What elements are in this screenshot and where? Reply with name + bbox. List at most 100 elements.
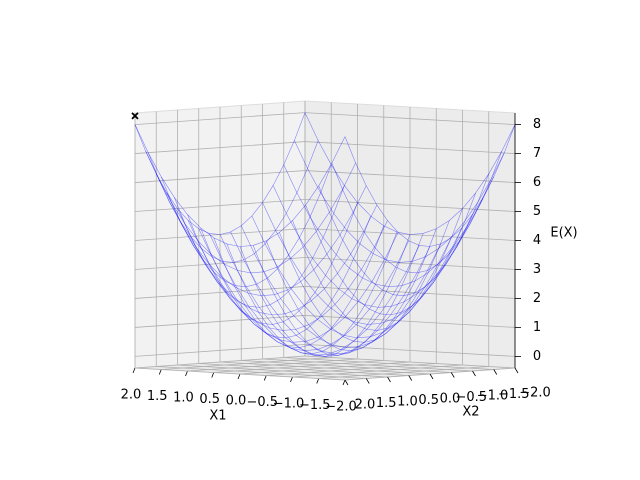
tick-mark [493,369,498,375]
wire-line [262,202,473,325]
wire-line [331,150,503,274]
tick-mark [185,370,188,377]
wire-line [251,215,463,339]
x-tick-label: −1.0 [273,397,305,412]
y-tick-label: 0.5 [418,393,439,408]
wire-line [155,173,367,297]
wire-line [200,215,371,339]
z-tick-label: 8 [533,117,541,132]
tick-mark [316,378,320,384]
x-tick-label: −0.5 [246,395,278,410]
x-axis-label: X1 [209,409,226,424]
y-tick-label: 2.0 [355,398,376,413]
grid-line [219,361,431,375]
grid-line [262,358,473,372]
tick-mark [450,372,455,378]
tick-mark [263,375,267,381]
wire-line [147,140,319,263]
grid-line [134,170,306,183]
grid-line [304,228,516,241]
grid-line [156,366,367,379]
wire-line [279,220,450,343]
grid-line [304,344,516,357]
tick-mark [158,369,162,375]
x-tick-label: 0.0 [226,394,247,409]
grid [132,101,521,386]
x-tick-label: 1.0 [173,391,194,406]
wire-line [240,225,452,348]
z-tick-label: 6 [533,175,541,190]
wire-line [318,173,490,297]
grid-line [177,364,388,378]
tick-mark [237,373,241,380]
wire-line [174,185,345,308]
wire-line [294,140,505,263]
grid-line [304,112,516,125]
grid-line [304,286,516,299]
tick-mark [429,373,434,380]
z-tick-label: 1 [533,320,541,335]
grid-line [134,286,306,299]
z-tick-label: 2 [533,291,541,306]
grid-line [134,112,306,125]
z-tick-label: 7 [533,146,541,161]
z-tick-label: 5 [533,204,541,219]
tick-mark [290,376,293,383]
wire-line [166,192,378,316]
wire-line [292,208,463,331]
grid-line [304,141,516,154]
x-tick-label: 0.5 [199,392,220,407]
grid-line [134,199,306,212]
y-tick-label: 0.0 [440,392,461,407]
tick-mark [365,378,370,384]
grid-line [304,199,516,212]
wire-line [219,234,431,357]
grid-line [283,357,494,370]
grid-line [134,367,346,381]
tick-mark [132,367,136,374]
grid-line [134,315,306,328]
y-tick-label: −2.0 [519,386,551,401]
grid-line [304,355,516,369]
y-axis-label: X2 [462,405,479,420]
grid-line [304,315,516,328]
grid-line [198,363,409,376]
wire-line [134,124,346,247]
tick-mark [472,370,476,377]
labels: −2.0−1.5−1.0−0.50.00.51.01.52.0 −2.0−1.5−… [121,117,551,414]
grid-line [134,141,306,154]
grid-line [134,228,306,241]
wire-line [213,225,385,348]
wire-line [283,164,495,288]
tick-mark [408,375,413,381]
wire-line [230,231,441,355]
grid-line [304,257,516,270]
grid-line [134,344,306,357]
wire-line [265,228,437,351]
marker [131,112,139,120]
surface [131,112,516,357]
tick-mark [514,367,519,374]
wire-line [226,231,398,355]
x-tick-label: 1.5 [147,389,168,404]
wire-line [304,112,516,235]
wire-line [344,124,516,247]
x-tick-label: −2.0 [325,400,357,415]
wire-line [187,220,399,343]
grid-line [304,170,516,183]
x-tick-label: −1.5 [299,398,331,413]
y-tick-label: 1.5 [376,396,397,411]
grid-line [241,360,452,373]
wire-line [134,112,306,235]
wire-line [177,208,388,331]
z-tick-label: 4 [533,233,541,248]
wire-line [160,164,332,288]
y-tick-label: −0.5 [455,390,487,405]
z-axis-label: E(X) [550,226,577,241]
z-tick-label: 0 [533,349,541,364]
y-tick-label: −1.0 [477,389,509,404]
wire-line [272,185,484,308]
wire-line [145,150,356,274]
tick-mark [387,376,391,383]
